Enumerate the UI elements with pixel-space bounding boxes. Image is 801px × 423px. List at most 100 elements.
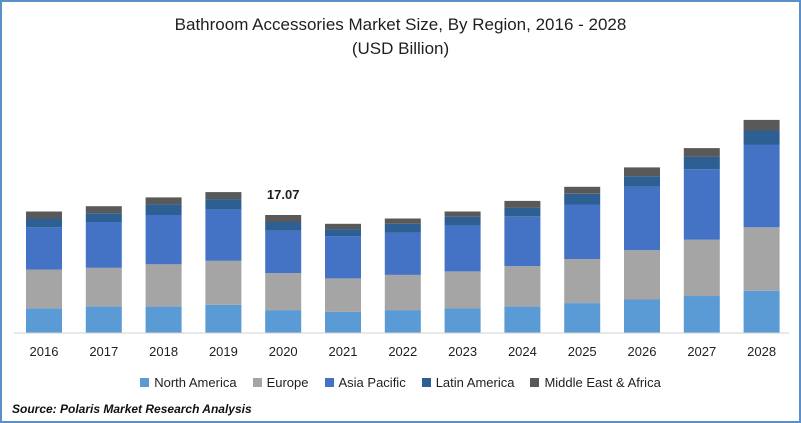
x-tick-labels: 2016 2017 2018 2019 2020 2021 2022 2023 2024 2025… xyxy=(30,344,777,359)
bar-2017-middle-east-africa xyxy=(85,206,122,214)
bar-2025-europe xyxy=(564,259,601,303)
bar-2021-latin-america xyxy=(325,229,361,237)
bar-2028-north-america xyxy=(743,290,780,333)
bar-2018-europe xyxy=(145,264,182,307)
bar-2016-asia-pacific xyxy=(26,227,62,270)
x-tick-2018: 2018 xyxy=(149,344,178,359)
bar-2019-north-america xyxy=(205,304,242,333)
bar-2021-north-america xyxy=(325,311,361,333)
x-tick-2016: 2016 xyxy=(30,344,59,359)
bar-2017-europe xyxy=(85,267,122,307)
bar-2028-middle-east-africa xyxy=(743,119,780,131)
x-tick-2022: 2022 xyxy=(388,344,417,359)
legend-item-europe: Europe xyxy=(252,375,309,390)
bar-2018-middle-east-africa xyxy=(145,197,182,205)
bar-2017-asia-pacific xyxy=(85,222,122,268)
bar-2023-north-america xyxy=(444,308,481,333)
x-tick-2024: 2024 xyxy=(508,344,537,359)
bar-2020-middle-east-africa xyxy=(265,215,302,222)
bar-2022-north-america xyxy=(384,310,421,333)
chart-title: Bathroom Accessories Market Size, By Reg… xyxy=(174,15,627,34)
bar-2020-asia-pacific xyxy=(265,230,302,274)
x-tick-2028: 2028 xyxy=(747,344,776,359)
bar-2023-middle-east-africa xyxy=(444,211,481,217)
bar-2027-middle-east-africa xyxy=(683,148,720,157)
bar-2021-middle-east-africa xyxy=(325,223,361,230)
bar-2023-asia-pacific xyxy=(444,225,481,272)
bar-2026-north-america xyxy=(624,299,660,333)
bar-2024-middle-east-africa xyxy=(504,200,541,208)
bar-2016-europe xyxy=(26,269,62,309)
bar-2020-europe xyxy=(265,273,302,311)
bar-2022-asia-pacific xyxy=(384,232,421,275)
legend-swatch xyxy=(140,378,150,387)
bar-2021-asia-pacific xyxy=(325,236,361,279)
bar-2019-middle-east-africa xyxy=(205,192,242,200)
bar-2025-latin-america xyxy=(564,193,601,205)
bar-2025-middle-east-africa xyxy=(564,186,601,194)
x-tick-2023: 2023 xyxy=(448,344,477,359)
legend-label: Latin America xyxy=(435,375,515,390)
legend-item-middle-east-africa: Middle East & Africa xyxy=(530,375,661,390)
bar-2024-latin-america xyxy=(504,207,541,217)
data-label-2020: 17.07 xyxy=(267,187,300,202)
bar-2017-north-america xyxy=(85,306,122,333)
bar-2028-latin-america xyxy=(743,130,780,145)
legend-label: Asia Pacific xyxy=(338,375,406,390)
bar-2021-europe xyxy=(325,278,361,312)
bar-2028-asia-pacific xyxy=(743,144,780,228)
bar-2023-latin-america xyxy=(444,216,481,226)
legend-swatch xyxy=(421,378,431,387)
bar-2028-europe xyxy=(743,227,780,291)
bar-2027-north-america xyxy=(683,296,720,333)
bar-2027-europe xyxy=(683,239,720,297)
chart-subtitle: (USD Billion) xyxy=(351,39,450,58)
bar-2027-latin-america xyxy=(683,156,720,170)
bar-2016-latin-america xyxy=(26,218,62,228)
bar-2022-latin-america xyxy=(384,223,421,233)
bar-2024-asia-pacific xyxy=(504,216,541,267)
x-tick-2017: 2017 xyxy=(89,344,118,359)
legend-swatch xyxy=(324,378,334,387)
bar-2026-latin-america xyxy=(624,176,660,187)
legend: North America Europe Asia Pacific Latin Ame… xyxy=(2,375,799,390)
bar-2025-north-america xyxy=(564,303,601,333)
x-tick-2019: 2019 xyxy=(209,344,238,359)
bar-2022-middle-east-africa xyxy=(384,218,421,224)
bar-2024-north-america xyxy=(504,306,541,333)
bar-2018-north-america xyxy=(145,306,182,333)
bar-2026-asia-pacific xyxy=(624,186,660,251)
bar-2026-middle-east-africa xyxy=(624,167,660,177)
x-tick-2021: 2021 xyxy=(329,344,358,359)
legend-item-north-america: North America xyxy=(140,375,237,390)
x-tick-2027: 2027 xyxy=(687,344,716,359)
bar-2024-europe xyxy=(504,266,541,307)
bar-2016-middle-east-africa xyxy=(26,211,62,219)
bar-2025-asia-pacific xyxy=(564,204,601,259)
x-tick-2020: 2020 xyxy=(269,344,298,359)
bar-2020-north-america xyxy=(265,310,302,333)
annotations-group: 17.07 xyxy=(267,187,300,202)
bar-2020-latin-america xyxy=(265,222,302,231)
bar-2017-latin-america xyxy=(85,213,122,222)
bar-2018-latin-america xyxy=(145,204,182,215)
legend-swatch xyxy=(252,378,262,387)
bar-2023-europe xyxy=(444,271,481,309)
legend-label: North America xyxy=(154,375,237,390)
bar-2022-europe xyxy=(384,274,421,311)
bar-2019-europe xyxy=(205,260,242,305)
bars-group xyxy=(26,119,780,333)
legend-label: Middle East & Africa xyxy=(544,375,661,390)
bar-2026-europe xyxy=(624,250,660,300)
x-tick-2025: 2025 xyxy=(568,344,597,359)
legend-item-asia-pacific: Asia Pacific xyxy=(324,375,406,390)
legend-label: Europe xyxy=(266,375,309,390)
legend-swatch xyxy=(530,378,540,387)
x-tick-2026: 2026 xyxy=(628,344,657,359)
bar-2018-asia-pacific xyxy=(145,215,182,265)
legend-item-latin-america: Latin America xyxy=(421,375,515,390)
source-note: Source: Polaris Market Research Analysis xyxy=(12,402,252,416)
bar-2019-asia-pacific xyxy=(205,209,242,261)
bar-2019-latin-america xyxy=(205,199,242,210)
